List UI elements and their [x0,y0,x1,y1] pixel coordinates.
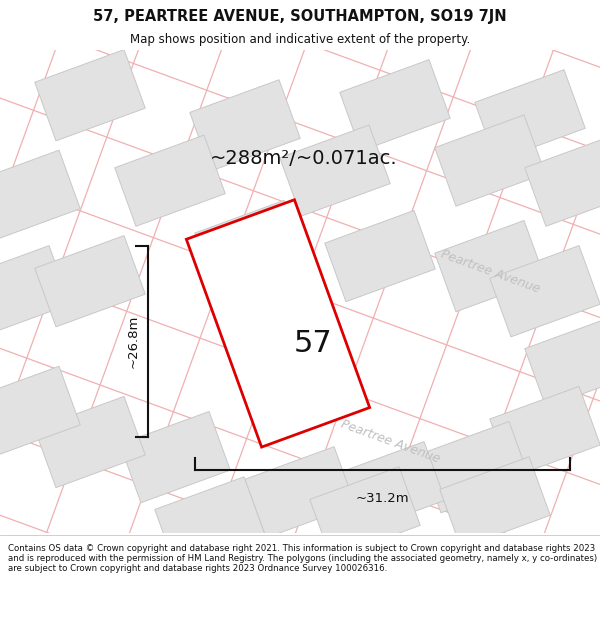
Text: Contains OS data © Crown copyright and database right 2021. This information is : Contains OS data © Crown copyright and d… [8,544,597,573]
Text: 57: 57 [293,329,332,358]
Polygon shape [335,442,445,533]
Polygon shape [195,201,305,292]
Text: ~31.2m: ~31.2m [356,492,409,505]
Text: 57, PEARTREE AVENUE, SOUTHAMPTON, SO19 7JN: 57, PEARTREE AVENUE, SOUTHAMPTON, SO19 7… [93,9,507,24]
Polygon shape [325,211,435,302]
Polygon shape [0,366,80,458]
Polygon shape [187,200,370,447]
Polygon shape [490,386,600,478]
Polygon shape [35,396,145,488]
Text: ~26.8m: ~26.8m [127,315,139,368]
Polygon shape [420,421,530,512]
Polygon shape [245,447,355,538]
Text: ~288m²/~0.071ac.: ~288m²/~0.071ac. [210,149,398,168]
Polygon shape [0,246,70,337]
Polygon shape [340,59,450,151]
Polygon shape [35,236,145,327]
Polygon shape [440,457,550,548]
Polygon shape [525,135,600,226]
Text: Peartree Avenue: Peartree Avenue [338,418,442,466]
Text: Map shows position and indicative extent of the property.: Map shows position and indicative extent… [130,32,470,46]
Polygon shape [35,49,145,141]
Polygon shape [115,135,225,226]
Text: Peartree Avenue: Peartree Avenue [439,247,541,295]
Polygon shape [435,115,545,206]
Polygon shape [120,411,230,502]
Polygon shape [475,70,585,161]
Polygon shape [0,150,80,241]
Polygon shape [525,316,600,408]
Polygon shape [155,477,265,568]
Polygon shape [310,467,420,558]
Polygon shape [280,125,390,216]
Polygon shape [190,80,300,171]
Polygon shape [490,246,600,337]
Polygon shape [435,221,545,312]
